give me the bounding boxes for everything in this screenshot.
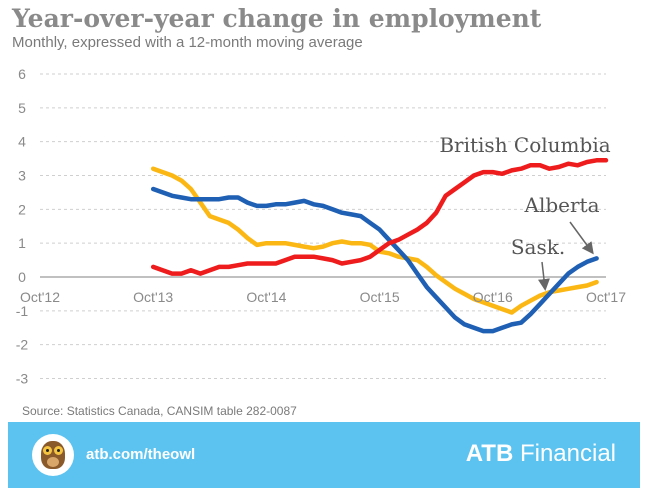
- owl-logo-icon[interactable]: [32, 434, 74, 476]
- x-tick-label: Oct'17: [586, 289, 626, 305]
- annotation-british-columbia: British Columbia: [439, 133, 610, 157]
- series-line-sask: [150, 166, 599, 315]
- annotations: British Columbia Alberta Sask.: [439, 133, 611, 291]
- series-line-alberta: [150, 186, 599, 334]
- y-tick-label: -3: [16, 371, 29, 387]
- series-lines: [150, 158, 609, 334]
- y-tick-label: 5: [18, 100, 26, 116]
- y-tick-label: -1: [16, 303, 29, 319]
- x-tick-label: Oct'13: [133, 289, 173, 305]
- arrow-alberta: [569, 221, 594, 255]
- annotation-sask: Sask.: [511, 235, 565, 259]
- y-tick-label: 2: [18, 201, 26, 217]
- y-axis-ticks: 6 5 4 3 2 1 0 -1 -2 -3: [16, 66, 29, 387]
- x-tick-label: Oct'14: [246, 289, 286, 305]
- footer-banner: atb.com/theowl ATB Financial: [8, 422, 640, 488]
- y-tick-label: 0: [18, 269, 26, 285]
- chart-title: Year-over-year change in employment: [12, 4, 542, 33]
- x-tick-label: Oct'16: [473, 289, 513, 305]
- x-axis-ticks: Oct'12 Oct'13 Oct'14 Oct'15 Oct'16 Oct'17: [20, 289, 626, 305]
- x-tick-label: Oct'12: [20, 289, 60, 305]
- brand-logo: ATB Financial: [466, 440, 616, 468]
- source-note: Source: Statistics Canada, CANSIM table …: [22, 404, 297, 418]
- grid: [40, 73, 606, 379]
- y-tick-label: 4: [18, 134, 26, 150]
- y-tick-label: -2: [16, 337, 29, 353]
- x-tick-label: Oct'15: [360, 289, 400, 305]
- brand-bold: ATB: [465, 440, 514, 467]
- annotation-alberta: Alberta: [524, 193, 600, 217]
- series-line-british-columbia: [150, 158, 609, 276]
- y-tick-label: 6: [18, 66, 26, 82]
- chart-subtitle: Monthly, expressed with a 12-month movin…: [12, 34, 363, 51]
- y-tick-label: 1: [18, 235, 26, 251]
- y-tick-label: 3: [18, 168, 26, 184]
- arrow-sask: [538, 261, 550, 291]
- brand-rest: Financial: [513, 440, 616, 467]
- owl-link[interactable]: atb.com/theowl: [86, 446, 196, 463]
